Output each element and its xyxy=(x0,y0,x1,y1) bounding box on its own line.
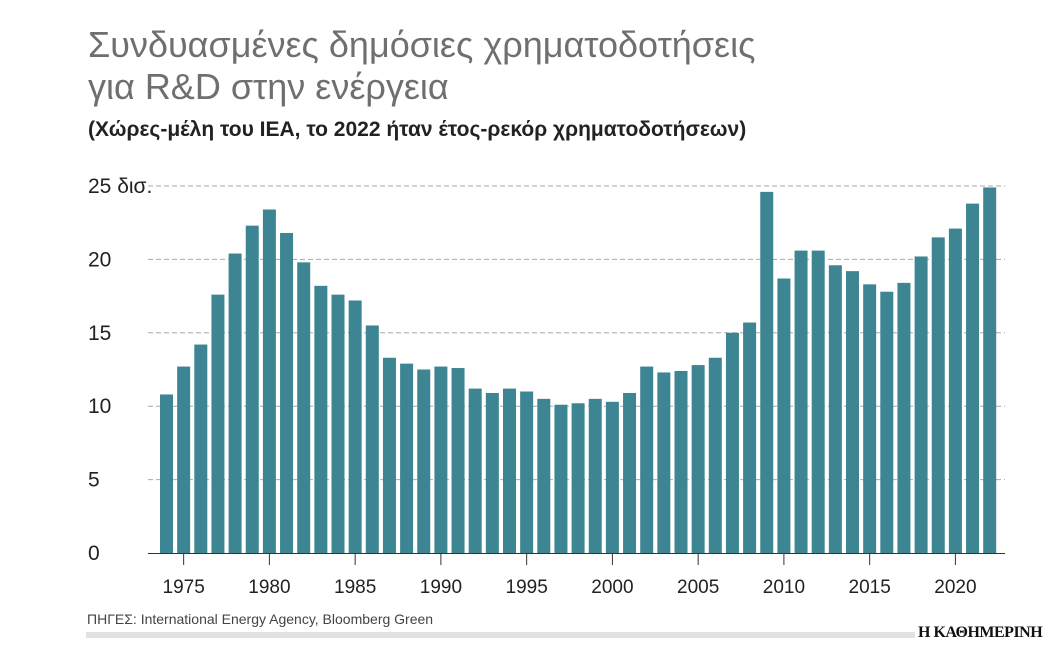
x-tick-label: 1995 xyxy=(506,577,548,598)
bar xyxy=(194,344,208,553)
x-tick-label: 1980 xyxy=(248,577,290,598)
y-tick-label: 0 xyxy=(88,542,100,565)
bar xyxy=(297,262,311,553)
x-tick-label: 2010 xyxy=(763,577,805,598)
bar xyxy=(914,256,928,553)
bar xyxy=(554,404,568,553)
bar xyxy=(863,284,877,553)
bar xyxy=(365,325,379,553)
bar xyxy=(177,366,191,553)
source-note: ΠΗΓΕΣ: International Energy Agency, Bloo… xyxy=(87,611,434,627)
footer-divider xyxy=(86,632,915,638)
x-tick-label: 2005 xyxy=(677,577,719,598)
bar xyxy=(623,392,637,553)
bar xyxy=(794,250,808,554)
bar xyxy=(434,366,448,553)
bar xyxy=(520,391,534,553)
bar xyxy=(331,294,345,553)
x-tick-label: 2015 xyxy=(849,577,891,598)
bar xyxy=(708,357,722,553)
bar xyxy=(571,403,585,553)
bar xyxy=(897,282,911,553)
x-tick-label: 2000 xyxy=(591,577,633,598)
bar xyxy=(931,237,945,553)
bar xyxy=(880,291,894,553)
bar xyxy=(588,398,602,553)
bar xyxy=(503,388,516,553)
bar xyxy=(640,366,654,553)
bar xyxy=(485,392,499,553)
title-line-1: Συνδυασμένες δημόσιες χρηματοδοτήσεις xyxy=(88,24,756,65)
bar xyxy=(382,357,396,553)
chart-subtitle: (Χώρες-μέλη του IEA, το 2022 ήταν έτος-ρ… xyxy=(88,118,747,141)
bar xyxy=(760,191,774,553)
bar xyxy=(811,250,825,554)
bar xyxy=(743,322,757,553)
bar xyxy=(605,401,619,553)
bar xyxy=(725,332,739,553)
y-tick-label: 20 xyxy=(88,248,111,271)
bar xyxy=(262,209,276,553)
bar xyxy=(417,369,431,553)
bar xyxy=(983,187,997,553)
bar xyxy=(948,228,962,553)
bar xyxy=(228,253,242,553)
bar xyxy=(160,394,173,553)
bar xyxy=(691,365,705,553)
bar xyxy=(777,278,791,553)
bar xyxy=(537,398,551,553)
bar xyxy=(245,225,259,554)
publisher-logo: Η ΚΑΘΗΜΕΡΙΝΗ xyxy=(918,624,1043,641)
x-tick-label: 1985 xyxy=(334,577,376,598)
x-tick-label: 1975 xyxy=(163,577,205,598)
bar xyxy=(828,265,842,553)
bar xyxy=(280,232,294,553)
bar xyxy=(314,285,328,553)
bar xyxy=(211,294,225,553)
bar xyxy=(674,370,688,553)
title-line-2: για R&D στην ενέργεια xyxy=(88,66,449,107)
x-tick-label: 1990 xyxy=(420,577,462,598)
bar xyxy=(451,368,465,553)
bar xyxy=(657,372,671,553)
x-tick-label: 2020 xyxy=(934,577,976,598)
y-tick-label: 10 xyxy=(88,395,111,418)
y-tick-label: 15 xyxy=(88,322,111,345)
chart-title: Συνδυασμένες δημόσιες χρηματοδοτήσεις γι… xyxy=(88,24,755,108)
bar xyxy=(846,271,859,553)
y-tick-label: 5 xyxy=(88,469,100,492)
bar xyxy=(468,388,482,553)
bar xyxy=(966,203,980,553)
bar xyxy=(348,300,362,553)
bar xyxy=(400,363,414,553)
y-tick-label: 25 δισ. xyxy=(88,175,152,198)
